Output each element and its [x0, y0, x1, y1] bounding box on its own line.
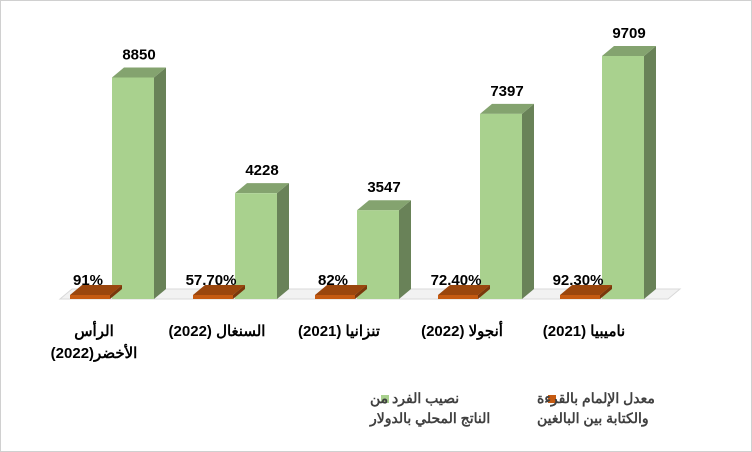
gdp-bar [480, 103, 534, 300]
gdp-bar-front [602, 56, 644, 299]
literacy-bar [560, 285, 612, 299]
gdp-bar [602, 46, 656, 299]
gdp-value-label: 7397 [490, 83, 523, 100]
literacy-value-label: 92.30% [553, 272, 604, 289]
literacy-value-label: 82% [318, 272, 348, 289]
gdp-value-label: 4228 [245, 162, 278, 179]
literacy-bar-top [70, 285, 122, 295]
literacy-bar-front [315, 295, 355, 299]
gdp-bar [235, 183, 289, 299]
gdp-value-label: 3547 [367, 179, 400, 196]
category-label: أنجولا (2022) [421, 320, 503, 340]
gdp-bar-side [277, 183, 289, 299]
gdp-bar-front [235, 193, 277, 299]
literacy-bar-front [70, 295, 110, 299]
literacy-bar-front [560, 295, 600, 299]
literacy-bar-top [193, 285, 245, 295]
gdp-value-label: 9709 [612, 25, 645, 42]
literacy-bar-side [355, 285, 367, 299]
legend-label-literacy: والكتابة بين البالغين [537, 410, 649, 427]
gdp-bar-top [602, 46, 656, 56]
gdp-bar-front [357, 210, 399, 299]
literacy-bar-side [600, 285, 612, 299]
literacy-value-label: 91% [73, 272, 103, 289]
literacy-value-label: 72.40% [431, 272, 482, 289]
gdp-bar-side [522, 103, 534, 300]
literacy-bar-top [315, 285, 367, 295]
literacy-bar-side [233, 285, 245, 299]
gdp-bar-top [235, 183, 289, 194]
gdp-value-label: 8850 [122, 46, 155, 63]
category-label: ناميبيا (2021) [543, 323, 625, 340]
category-label: الأخضر(2022) [51, 343, 138, 362]
gdp-bar-side [644, 46, 656, 299]
literacy-bar [315, 285, 367, 299]
category-label: تنزانيا (2021) [298, 323, 380, 340]
legend-label-gdp: نصيب الفرد من [370, 390, 459, 407]
category-label: الرأس [74, 320, 114, 340]
gdp-bar [357, 200, 411, 299]
literacy-bar-side [110, 285, 122, 299]
literacy-value-label: 57.70% [186, 272, 237, 289]
literacy-bar [438, 285, 490, 299]
gdp-bar-top [112, 67, 166, 78]
gdp-bar-front [480, 113, 522, 300]
legend-label-literacy: معدل الإلمام بالقرءة [537, 390, 655, 408]
legend-swatch-gdp [381, 395, 389, 403]
legend-swatch-literacy [548, 395, 556, 403]
gdp-bar-top [480, 103, 534, 114]
category-label: السنغال (2022) [169, 323, 266, 340]
literacy-bar-front [193, 295, 233, 299]
gdp-bar [112, 67, 166, 299]
literacy-bar-top [560, 285, 612, 295]
gdp-bar-side [154, 67, 166, 299]
literacy-bar [193, 285, 245, 299]
literacy-bar-top [438, 285, 490, 295]
gdp-bar-side [399, 200, 411, 299]
gdp-bar-top [357, 200, 411, 211]
legend-label-gdp: الناتج المحلي بالدولار [369, 410, 490, 427]
literacy-bar [70, 285, 122, 299]
literacy-bar-front [438, 295, 478, 299]
gdp-bar-front [112, 77, 154, 299]
literacy-bar-side [478, 285, 490, 299]
